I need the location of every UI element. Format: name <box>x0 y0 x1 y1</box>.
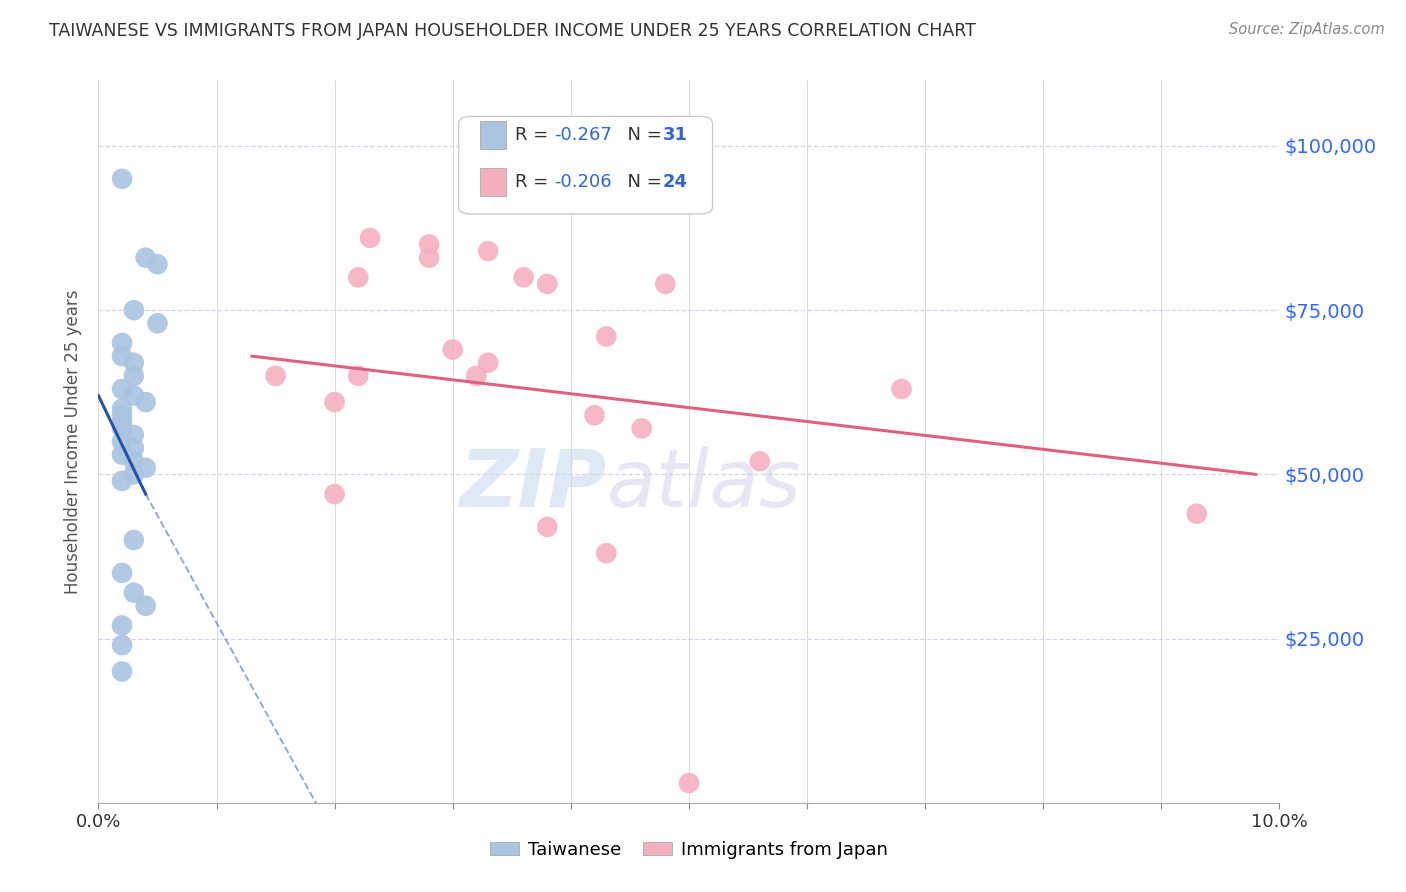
Point <box>111 409 134 423</box>
Point <box>512 270 534 285</box>
Point <box>323 487 346 501</box>
Text: Source: ZipAtlas.com: Source: ZipAtlas.com <box>1229 22 1385 37</box>
Point <box>654 277 676 291</box>
Point <box>111 566 134 580</box>
Point <box>111 618 134 632</box>
Text: N =: N = <box>616 126 668 145</box>
FancyBboxPatch shape <box>458 117 713 214</box>
Point <box>122 533 145 547</box>
Text: TAIWANESE VS IMMIGRANTS FROM JAPAN HOUSEHOLDER INCOME UNDER 25 YEARS CORRELATION: TAIWANESE VS IMMIGRANTS FROM JAPAN HOUSE… <box>49 22 976 40</box>
Point <box>111 415 134 429</box>
Text: atlas: atlas <box>606 446 801 524</box>
Point <box>135 460 157 475</box>
Point <box>1185 507 1208 521</box>
Point <box>111 171 134 186</box>
Point <box>418 237 440 252</box>
Point <box>678 776 700 790</box>
Point <box>122 368 145 383</box>
Text: 24: 24 <box>664 173 688 191</box>
Text: -0.267: -0.267 <box>554 126 612 145</box>
Text: ZIP: ZIP <box>458 446 606 524</box>
Text: -0.206: -0.206 <box>554 173 612 191</box>
Point <box>441 343 464 357</box>
Point <box>595 546 617 560</box>
Point <box>111 448 134 462</box>
Point <box>111 434 134 449</box>
Point <box>111 401 134 416</box>
Point <box>135 599 157 613</box>
Text: R =: R = <box>516 173 554 191</box>
Point <box>122 303 145 318</box>
Point <box>122 428 145 442</box>
Point <box>122 356 145 370</box>
Text: N =: N = <box>616 173 668 191</box>
Point <box>122 585 145 599</box>
Point <box>111 638 134 652</box>
Point <box>122 467 145 482</box>
Point <box>111 665 134 679</box>
Point <box>347 270 370 285</box>
Point <box>583 409 606 423</box>
Y-axis label: Householder Income Under 25 years: Householder Income Under 25 years <box>65 289 83 594</box>
Point <box>595 329 617 343</box>
Text: 31: 31 <box>664 126 688 145</box>
Point <box>111 421 134 435</box>
Point <box>477 244 499 258</box>
Point <box>264 368 287 383</box>
Point <box>465 368 488 383</box>
Point <box>536 277 558 291</box>
Point <box>111 349 134 363</box>
Point <box>135 395 157 409</box>
Text: R =: R = <box>516 126 554 145</box>
Point <box>122 388 145 402</box>
Point <box>111 382 134 396</box>
Point <box>536 520 558 534</box>
Point <box>111 336 134 351</box>
Point <box>122 454 145 468</box>
FancyBboxPatch shape <box>479 121 506 149</box>
Point <box>146 257 169 271</box>
Point <box>418 251 440 265</box>
FancyBboxPatch shape <box>479 169 506 196</box>
Point <box>630 421 652 435</box>
Point <box>477 356 499 370</box>
Point <box>347 368 370 383</box>
Point <box>122 441 145 455</box>
Point <box>135 251 157 265</box>
Legend: Taiwanese, Immigrants from Japan: Taiwanese, Immigrants from Japan <box>482 834 896 866</box>
Point <box>111 474 134 488</box>
Point <box>890 382 912 396</box>
Point <box>359 231 381 245</box>
Point <box>323 395 346 409</box>
Point <box>748 454 770 468</box>
Point <box>146 316 169 330</box>
